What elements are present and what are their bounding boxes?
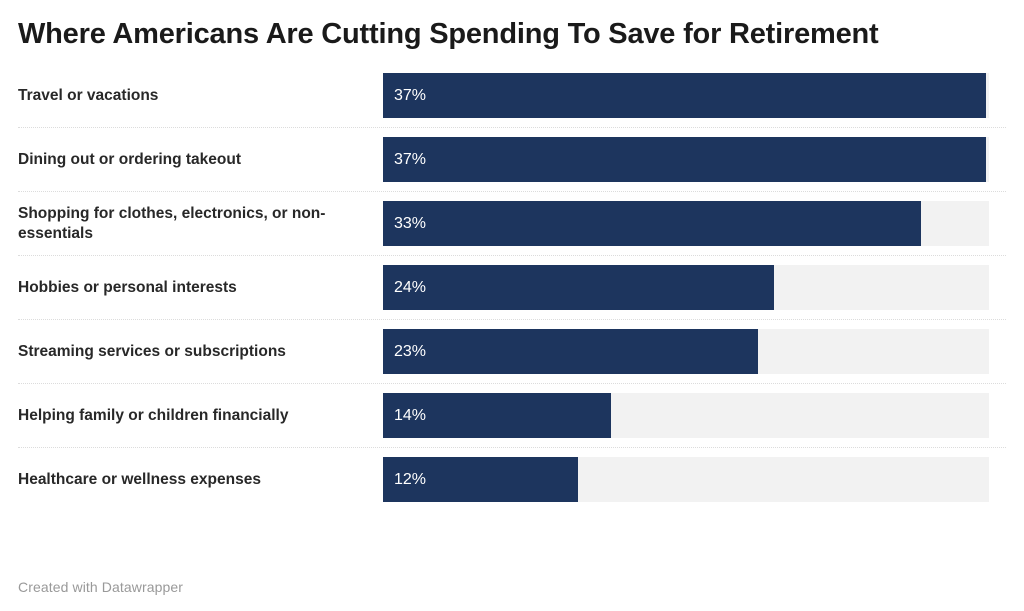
category-label: Hobbies or personal interests: [18, 278, 237, 296]
row-label-cell: Hobbies or personal interests: [18, 256, 383, 319]
bar-track: 37%: [383, 73, 989, 119]
table-row: Healthcare or wellness expenses 12%: [18, 447, 1006, 511]
row-label-cell: Helping family or children financially: [18, 384, 383, 447]
bar-track: 23%: [383, 329, 989, 375]
bar-fill[interactable]: 37%: [383, 137, 986, 183]
bar-fill[interactable]: 12%: [383, 457, 579, 503]
table-row: Travel or vacations 37%: [18, 64, 1006, 127]
bar-value-label: 33%: [394, 214, 427, 232]
bar-value-label: 37%: [394, 150, 427, 168]
bar-value-label: 23%: [394, 342, 427, 360]
bar-track: 33%: [383, 201, 989, 247]
row-label-cell: Travel or vacations: [18, 64, 383, 127]
bar-value-label: 24%: [394, 278, 427, 296]
table-row: Shopping for clothes, electronics, or no…: [18, 191, 1006, 255]
bar-rows: Travel or vacations 37% Dining out or or…: [0, 64, 1024, 511]
bar-track: 24%: [383, 265, 989, 311]
row-bar-cell: 14%: [383, 384, 1006, 447]
category-label: Shopping for clothes, electronics, or no…: [18, 204, 326, 242]
bar-track: 37%: [383, 137, 989, 183]
table-row: Dining out or ordering takeout 37%: [18, 127, 1006, 191]
row-label-cell: Streaming services or subscriptions: [18, 320, 383, 383]
row-bar-cell: 24%: [383, 256, 1006, 319]
bar-track: 12%: [383, 457, 989, 503]
datawrapper-credit[interactable]: Created with Datawrapper: [18, 579, 184, 595]
category-label: Dining out or ordering takeout: [18, 150, 242, 168]
row-bar-cell: 23%: [383, 320, 1006, 383]
row-label-cell: Shopping for clothes, electronics, or no…: [18, 192, 383, 255]
category-label: Travel or vacations: [18, 86, 159, 104]
bar-track: 14%: [383, 393, 989, 439]
row-bar-cell: 37%: [383, 128, 1006, 191]
bar-fill[interactable]: 24%: [383, 265, 774, 311]
row-label-cell: Healthcare or wellness expenses: [18, 448, 383, 511]
bar-value-label: 37%: [394, 86, 427, 104]
bar-fill[interactable]: 23%: [383, 329, 758, 375]
category-label: Healthcare or wellness expenses: [18, 470, 261, 488]
bar-fill[interactable]: 37%: [383, 73, 986, 119]
bar-value-label: 12%: [394, 470, 427, 488]
row-bar-cell: 33%: [383, 192, 1006, 255]
table-row: Hobbies or personal interests 24%: [18, 255, 1006, 319]
row-bar-cell: 12%: [383, 448, 1006, 511]
bar-fill[interactable]: 33%: [383, 201, 921, 247]
row-label-cell: Dining out or ordering takeout: [18, 128, 383, 191]
table-row: Streaming services or subscriptions 23%: [18, 319, 1006, 383]
chart-title: Where Americans Are Cutting Spending To …: [18, 18, 879, 50]
bar-fill[interactable]: 14%: [383, 393, 612, 439]
bar-value-label: 14%: [394, 406, 427, 424]
category-label: Helping family or children financially: [18, 406, 289, 424]
row-bar-cell: 37%: [383, 64, 1006, 127]
table-row: Helping family or children financially 1…: [18, 383, 1006, 447]
category-label: Streaming services or subscriptions: [18, 342, 286, 360]
